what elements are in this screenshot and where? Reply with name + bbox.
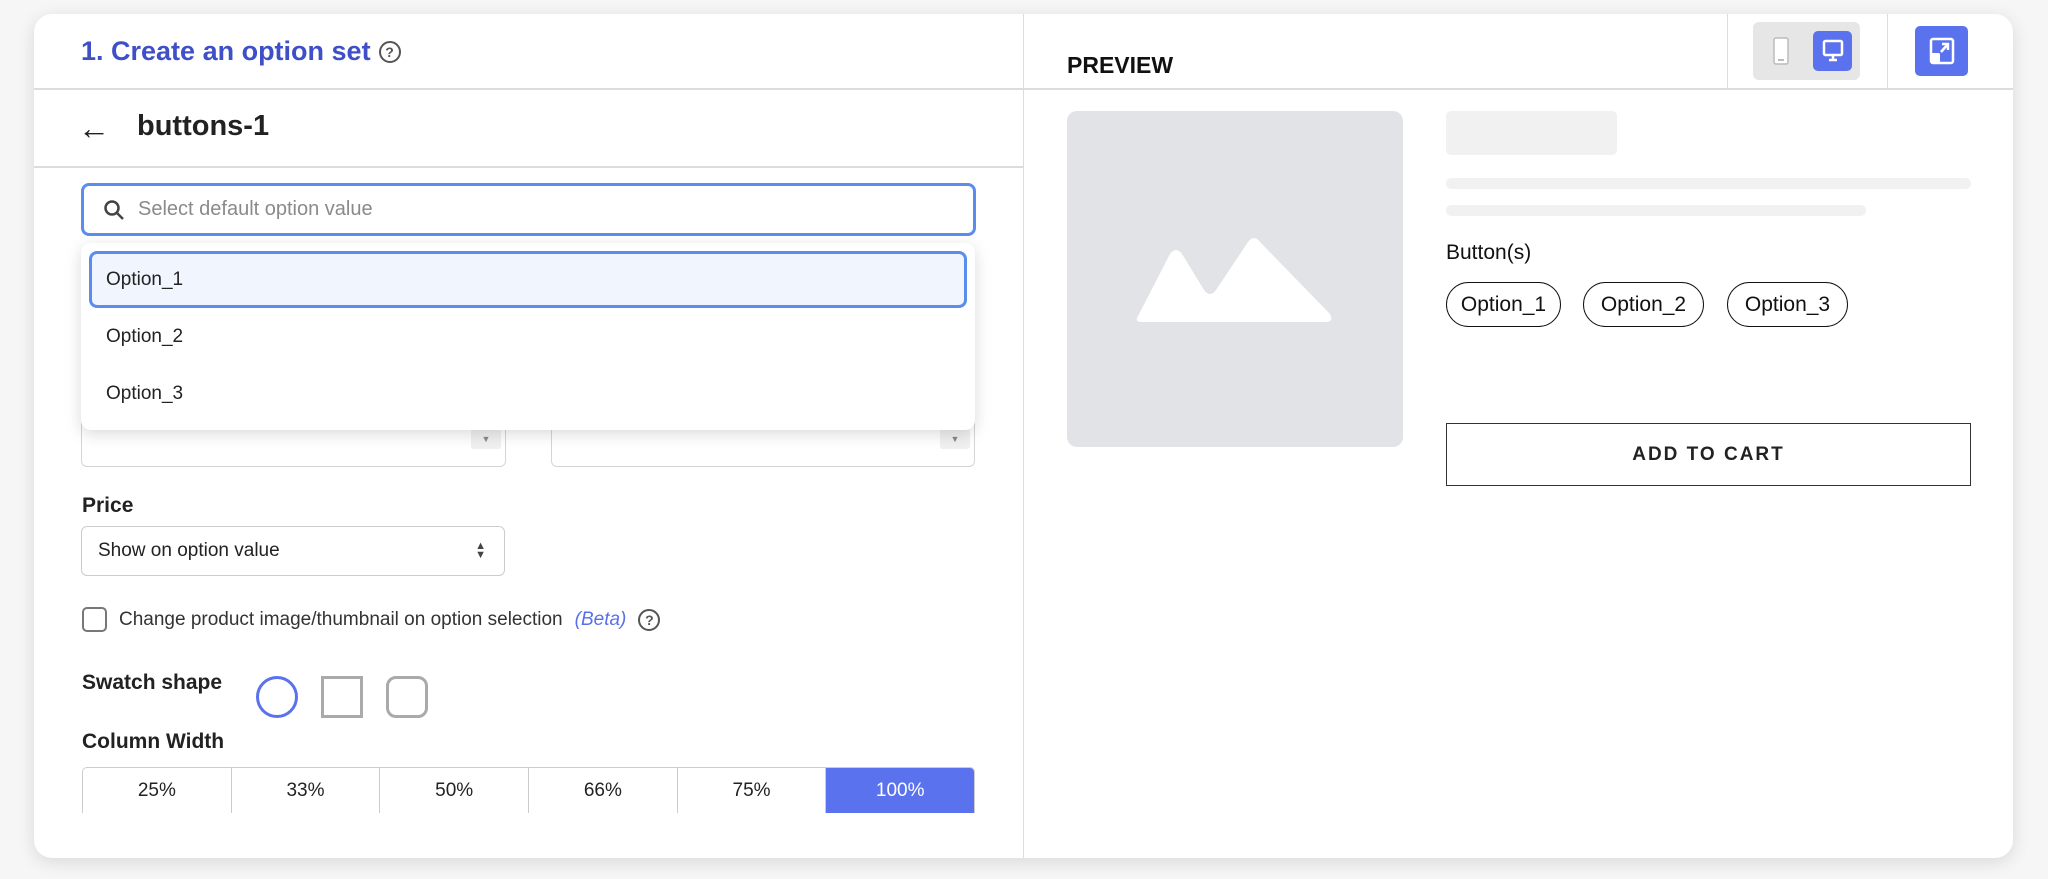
text-skeleton — [1446, 178, 1971, 189]
desktop-icon — [1822, 39, 1843, 62]
question-circle-icon[interactable]: ? — [378, 40, 401, 63]
dropdown-option[interactable]: Option_1 — [89, 251, 967, 308]
mobile-icon — [1772, 37, 1789, 65]
change-image-checkbox[interactable] — [82, 607, 107, 632]
divider — [1023, 88, 2013, 90]
question-circle-icon[interactable]: ? — [638, 608, 661, 631]
expand-icon — [1929, 37, 1954, 65]
add-to-cart-button[interactable]: ADD TO CART — [1446, 423, 1971, 486]
swatch-circle-option[interactable] — [256, 676, 298, 718]
column-width-label: Column Width — [82, 730, 225, 753]
desktop-device-button[interactable] — [1813, 31, 1852, 71]
text-skeleton — [1446, 205, 1866, 216]
search-input[interactable] — [138, 198, 973, 221]
dropdown-option[interactable]: Option_2 — [106, 325, 184, 347]
price-label: Price — [82, 494, 134, 517]
arrow-left-icon[interactable]: ← — [78, 110, 110, 146]
swatch-square-option[interactable] — [321, 676, 363, 718]
change-image-row: Change product image/thumbnail on option… — [82, 607, 661, 632]
mobile-device-button[interactable] — [1761, 31, 1800, 71]
swatch-rounded-option[interactable] — [386, 676, 428, 718]
option-set-name: buttons-1 — [137, 110, 270, 142]
option-set-card: 1. Create an option set ? ← buttons-1 ▲ … — [34, 14, 2013, 858]
device-toggle — [1753, 22, 1860, 80]
price-select[interactable]: Show on option value ▲ ▼ — [81, 526, 505, 576]
column-width-25[interactable]: 25% — [83, 768, 232, 813]
default-option-search[interactable] — [81, 183, 976, 236]
divider — [1023, 14, 1024, 858]
preview-option-button[interactable]: Option_1 — [1446, 282, 1561, 327]
preview-option-label: Button(s) — [1446, 241, 1532, 264]
column-width-50[interactable]: 50% — [380, 768, 530, 813]
page-title: 1. Create an option set ? — [81, 36, 401, 67]
column-width-selector: 25% 33% 50% 66% 75% 100% — [82, 767, 975, 813]
column-width-66[interactable]: 66% — [529, 768, 678, 813]
select-arrows-icon: ▲ ▼ — [475, 540, 486, 561]
title-skeleton — [1446, 111, 1617, 155]
swatch-shape-label: Swatch shape — [82, 671, 223, 694]
spin-down-icon[interactable]: ▼ — [940, 429, 970, 449]
column-width-100[interactable]: 100% — [826, 768, 974, 813]
image-icon — [1136, 238, 1332, 322]
option-dropdown: Option_1 Option_2 Option_3 — [81, 243, 975, 430]
divider — [1887, 14, 1888, 88]
spin-down-icon[interactable]: ▼ — [471, 429, 501, 449]
divider — [34, 166, 1023, 168]
dropdown-option[interactable]: Option_3 — [106, 382, 184, 404]
divider — [1727, 14, 1728, 88]
column-width-33[interactable]: 33% — [232, 768, 381, 813]
preview-option-button[interactable]: Option_3 — [1727, 282, 1848, 327]
expand-preview-button[interactable] — [1915, 26, 1968, 76]
search-icon — [104, 199, 124, 220]
preview-title: PREVIEW — [1067, 52, 1174, 78]
preview-option-button[interactable]: Option_2 — [1583, 282, 1704, 327]
product-image-placeholder — [1067, 111, 1403, 447]
column-width-75[interactable]: 75% — [678, 768, 827, 813]
